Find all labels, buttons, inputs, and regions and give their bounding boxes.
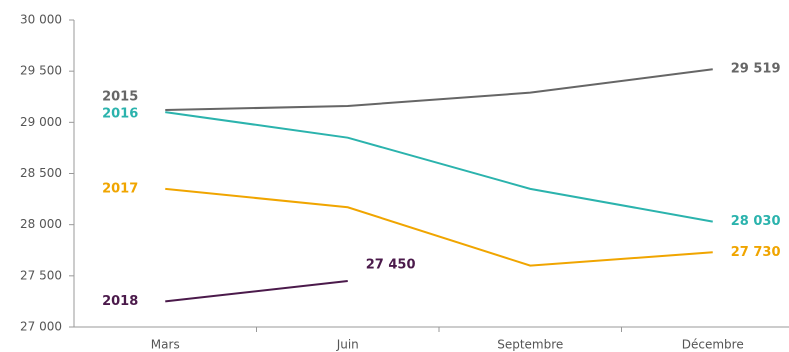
y-tick-label: 27 500	[20, 268, 62, 282]
series-line	[165, 279, 348, 303]
x-tick-label: Décembre	[682, 338, 744, 352]
value-label: 28 030	[731, 214, 781, 229]
y-tick-label: 29 000	[20, 115, 62, 129]
series-line	[165, 187, 713, 267]
y-tick-label: 30 000	[20, 13, 62, 27]
value-label: 29 519	[731, 62, 781, 77]
legend-label: 2017	[102, 181, 138, 196]
legend-label: 2018	[102, 294, 138, 309]
y-tick-label: 29 500	[20, 64, 62, 78]
series-line	[165, 68, 713, 112]
y-tick-label: 28 000	[20, 217, 62, 231]
value-label: 27 450	[366, 257, 416, 272]
x-tick-label: Mars	[151, 338, 180, 352]
y-tick-label: 28 500	[20, 166, 62, 180]
x-tick-label: Septembre	[497, 338, 563, 352]
value-label: 27 730	[731, 245, 781, 260]
legend-label: 2015	[102, 90, 138, 105]
y-tick-label: 27 000	[20, 320, 62, 334]
series-line	[165, 111, 713, 223]
legend-label: 2016	[102, 107, 138, 122]
x-tick-label: Juin	[336, 338, 359, 352]
